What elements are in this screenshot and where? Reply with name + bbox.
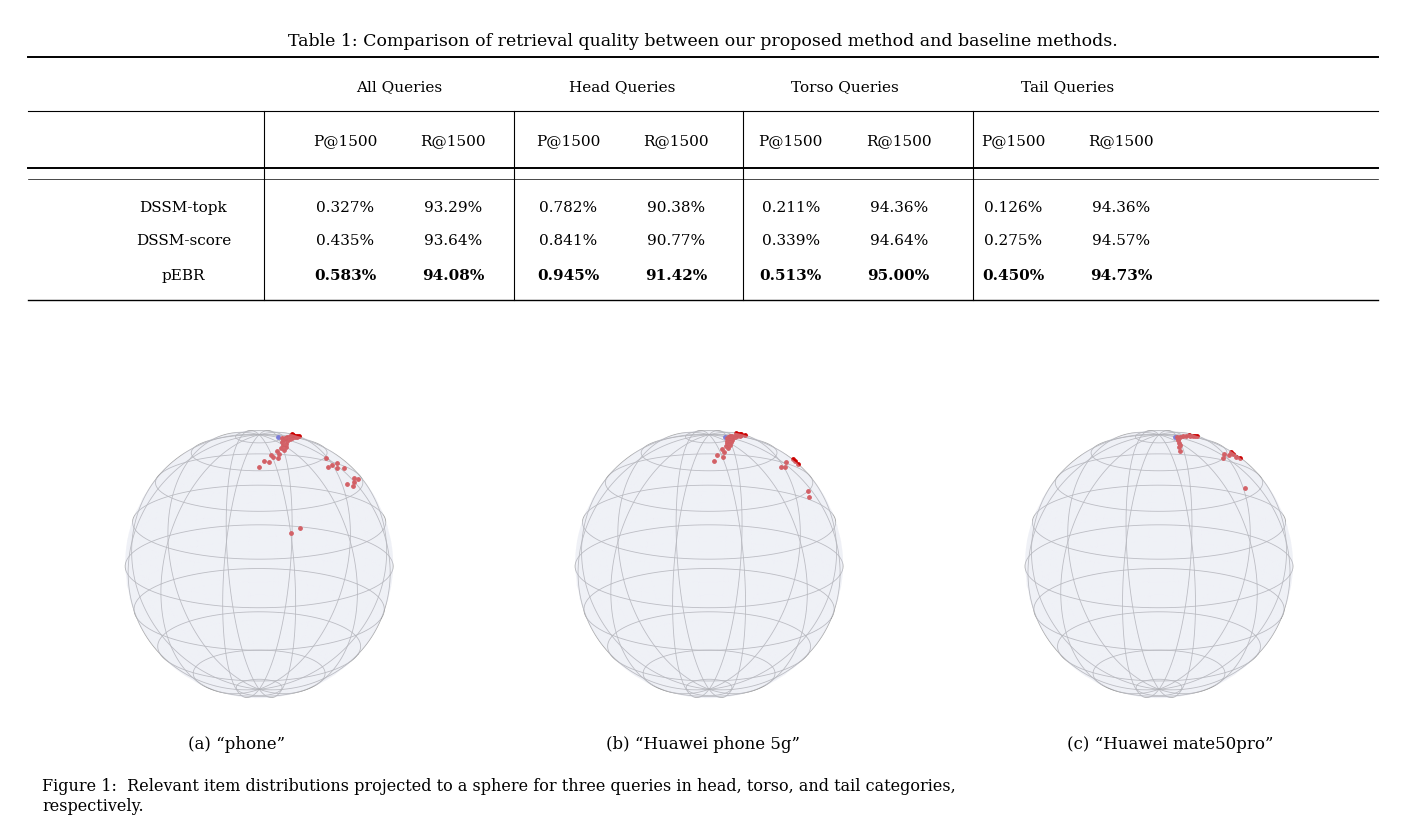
Text: 94.36%: 94.36%: [1092, 201, 1150, 215]
Text: Head Queries: Head Queries: [569, 80, 675, 94]
Text: Torso Queries: Torso Queries: [790, 80, 898, 94]
Text: DSSM-score: DSSM-score: [136, 234, 231, 248]
Text: 94.57%: 94.57%: [1092, 234, 1150, 248]
Text: R@1500: R@1500: [1088, 134, 1154, 148]
Text: 0.450%: 0.450%: [983, 269, 1045, 283]
Text: 95.00%: 95.00%: [868, 269, 929, 283]
Text: 0.126%: 0.126%: [984, 201, 1043, 215]
Text: 93.64%: 93.64%: [425, 234, 482, 248]
Text: DSSM-topk: DSSM-topk: [139, 201, 228, 215]
Text: (b) “Huawei phone 5g”: (b) “Huawei phone 5g”: [606, 736, 800, 753]
Text: Table 1: Comparison of retrieval quality between our proposed method and baselin: Table 1: Comparison of retrieval quality…: [288, 33, 1118, 50]
Text: 90.38%: 90.38%: [647, 201, 704, 215]
Text: 0.841%: 0.841%: [538, 234, 598, 248]
Text: P@1500: P@1500: [981, 134, 1046, 148]
Text: 94.64%: 94.64%: [869, 234, 928, 248]
Text: 0.945%: 0.945%: [537, 269, 599, 283]
Text: 0.583%: 0.583%: [314, 269, 377, 283]
Text: R@1500: R@1500: [420, 134, 486, 148]
Text: R@1500: R@1500: [643, 134, 709, 148]
Text: 0.327%: 0.327%: [316, 201, 374, 215]
Text: 0.275%: 0.275%: [984, 234, 1042, 248]
Text: 94.36%: 94.36%: [869, 201, 928, 215]
Text: pEBR: pEBR: [162, 269, 205, 283]
Text: P@1500: P@1500: [759, 134, 823, 148]
Text: P@1500: P@1500: [314, 134, 377, 148]
Text: 94.73%: 94.73%: [1090, 269, 1153, 283]
Text: 0.339%: 0.339%: [762, 234, 820, 248]
Text: 0.513%: 0.513%: [759, 269, 823, 283]
Text: (a) “phone”: (a) “phone”: [187, 736, 285, 753]
Text: 0.435%: 0.435%: [316, 234, 374, 248]
Text: 91.42%: 91.42%: [645, 269, 707, 283]
Text: 90.77%: 90.77%: [647, 234, 704, 248]
Text: 0.782%: 0.782%: [538, 201, 598, 215]
Text: Figure 1:  Relevant item distributions projected to a sphere for three queries i: Figure 1: Relevant item distributions pr…: [42, 778, 956, 815]
Text: 93.29%: 93.29%: [425, 201, 482, 215]
Text: 94.08%: 94.08%: [422, 269, 485, 283]
Text: 0.211%: 0.211%: [762, 201, 820, 215]
Text: P@1500: P@1500: [536, 134, 600, 148]
Text: R@1500: R@1500: [866, 134, 932, 148]
Text: Tail Queries: Tail Queries: [1021, 80, 1114, 94]
Text: (c) “Huawei mate50pro”: (c) “Huawei mate50pro”: [1067, 736, 1272, 753]
Text: All Queries: All Queries: [356, 80, 443, 94]
